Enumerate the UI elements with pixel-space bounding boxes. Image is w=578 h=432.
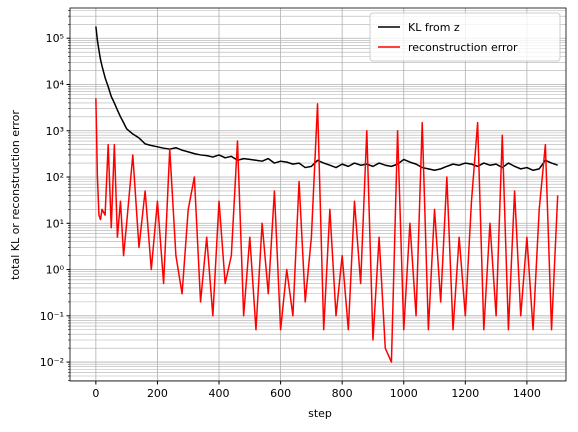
x-tick-label: 0 bbox=[92, 387, 99, 400]
legend-label: reconstruction error bbox=[408, 41, 518, 54]
series-line bbox=[95, 98, 559, 363]
x-tick-label: 1200 bbox=[451, 387, 479, 400]
y-tick-label: 10¹ bbox=[46, 217, 64, 230]
x-tick-label: 1000 bbox=[390, 387, 418, 400]
y-tick-label: 10⁰ bbox=[46, 264, 65, 277]
plot-frame bbox=[69, 7, 567, 382]
y-tick-label: 10⁵ bbox=[46, 32, 64, 45]
y-axis-label: total KL or reconstruction error bbox=[9, 110, 22, 280]
x-tick-label: 600 bbox=[270, 387, 291, 400]
y-tick-label: 10⁴ bbox=[46, 78, 65, 91]
legend-label: KL from z bbox=[408, 21, 460, 34]
legend-box bbox=[369, 12, 561, 62]
x-tick-label: 400 bbox=[209, 387, 230, 400]
y-tick-label: 10⁻² bbox=[40, 356, 64, 369]
x-tick-label: 200 bbox=[147, 387, 168, 400]
y-tick-label: 10² bbox=[46, 171, 64, 184]
x-tick-label: 1400 bbox=[513, 387, 541, 400]
y-tick-label: 10⁻¹ bbox=[40, 310, 64, 323]
y-tick-label: 10³ bbox=[46, 125, 64, 138]
x-axis-label: step bbox=[308, 407, 332, 420]
series-line bbox=[95, 26, 558, 172]
x-tick-label: 800 bbox=[332, 387, 353, 400]
legend: KL from z reconstruction error bbox=[369, 12, 561, 62]
